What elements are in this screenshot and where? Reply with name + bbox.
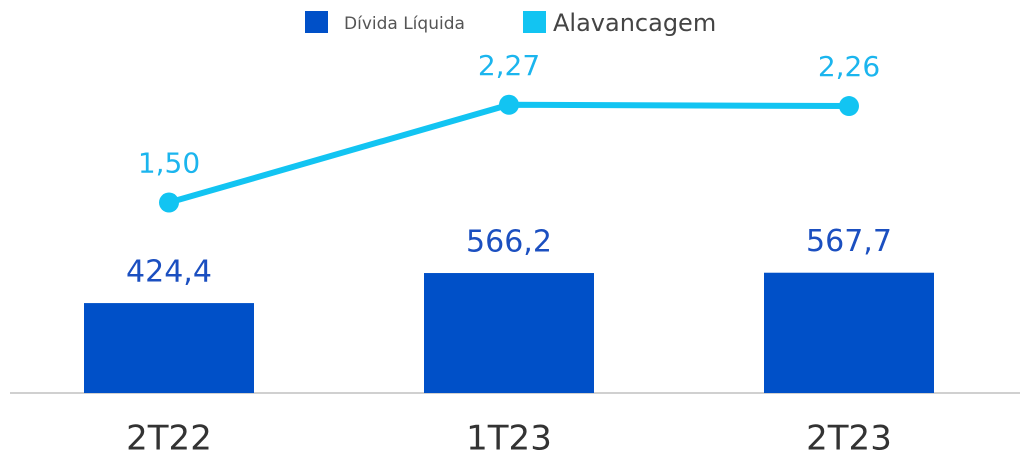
x-tick-label: 2T23 <box>806 419 892 459</box>
legend-swatch <box>523 11 546 33</box>
line-value-label: 1,50 <box>138 147 200 180</box>
bar-value-label: 566,2 <box>466 225 552 260</box>
bar <box>84 303 254 393</box>
line-value-label: 2,27 <box>478 49 540 82</box>
x-tick-label: 1T23 <box>466 419 552 459</box>
bar-value-label: 424,4 <box>126 255 212 290</box>
line <box>168 101 850 206</box>
bar-value-label: 567,7 <box>806 224 892 259</box>
bar <box>424 273 594 393</box>
line-point <box>499 94 519 115</box>
x-tick-label: 2T22 <box>126 419 212 459</box>
bar <box>764 272 934 393</box>
line-point <box>839 96 859 117</box>
line-point <box>159 192 179 213</box>
legend-swatch <box>305 11 328 33</box>
legend-label: Dívida Líquida <box>344 14 465 34</box>
line-value-label: 2,26 <box>818 50 880 83</box>
legend-label: Alavancagem <box>553 9 716 37</box>
